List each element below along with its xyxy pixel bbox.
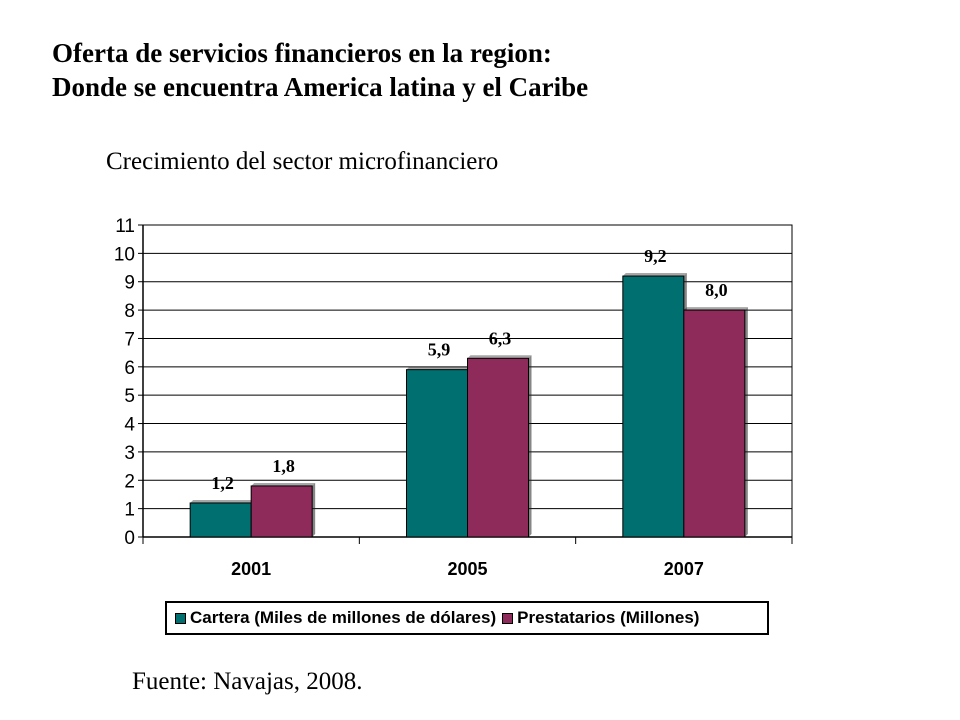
x-tick-label-2001: 2001 — [231, 559, 271, 579]
data-label: 9,2 — [644, 246, 667, 266]
legend-swatch-series-1 — [175, 612, 186, 624]
y-tick-label: 4 — [124, 415, 135, 436]
title-line-1: Oferta de servicios financieros en la re… — [52, 38, 552, 68]
x-tick-label-2005: 2005 — [447, 559, 487, 579]
source-note: Fuente: Navajas, 2008. — [132, 668, 363, 695]
legend-label-series-1: Cartera (Miles de millones de dólares) — [190, 608, 497, 627]
y-tick-label: 9 — [124, 273, 135, 294]
data-label: 5,9 — [428, 340, 451, 360]
page-title: Oferta de servicios financieros en la re… — [52, 36, 588, 104]
bar-cartera-2001 — [189, 502, 252, 538]
bar-side — [528, 355, 532, 537]
chart-subtitle: Crecimiento del sector microfinanciero — [106, 148, 499, 175]
legend-label-series-2: Prestatarios (Millones) — [517, 608, 700, 627]
y-tick-label: 5 — [124, 386, 135, 407]
y-tick-label: 8 — [124, 301, 135, 322]
y-tick-label: 10 — [114, 244, 135, 265]
x-tick-label-2007: 2007 — [664, 559, 704, 579]
bar-prestatarios-2007 — [683, 309, 746, 538]
bar-top — [622, 273, 687, 277]
y-tick-label: 3 — [124, 443, 135, 464]
bar-prestatarios-2001 — [250, 485, 313, 538]
legend-item-series-1: Cartera (Miles de millones de dólares) — [175, 608, 496, 628]
bar-side — [744, 307, 748, 537]
legend-swatch-series-2 — [502, 612, 514, 624]
bar-top — [467, 355, 532, 359]
title-line-2: Donde se encuentra America latina y el C… — [52, 72, 589, 102]
y-tick-label: 7 — [124, 329, 135, 350]
data-label: 1,2 — [211, 473, 234, 493]
bar-prestatarios-2005 — [467, 357, 529, 538]
bar-top — [251, 482, 316, 486]
y-tick-label: 1 — [124, 500, 135, 521]
y-tick-label: 0 — [124, 528, 135, 549]
y-tick-label: 11 — [115, 216, 135, 237]
bar-top — [683, 307, 748, 311]
y-tick-label: 2 — [124, 471, 135, 492]
bar-cartera-2005 — [406, 369, 468, 538]
bar-top — [190, 499, 255, 503]
data-label: 1,8 — [272, 456, 295, 476]
bar-top — [406, 366, 471, 370]
legend-item-series-2: Prestatarios (Millones) — [502, 608, 699, 628]
bar-side — [312, 482, 316, 537]
chart-legend: Cartera (Miles de millones de dólares) P… — [165, 601, 769, 635]
data-label: 6,3 — [489, 328, 512, 348]
y-tick-label: 6 — [124, 358, 135, 379]
data-label: 8,0 — [705, 280, 728, 300]
bar-cartera-2007 — [622, 275, 685, 538]
